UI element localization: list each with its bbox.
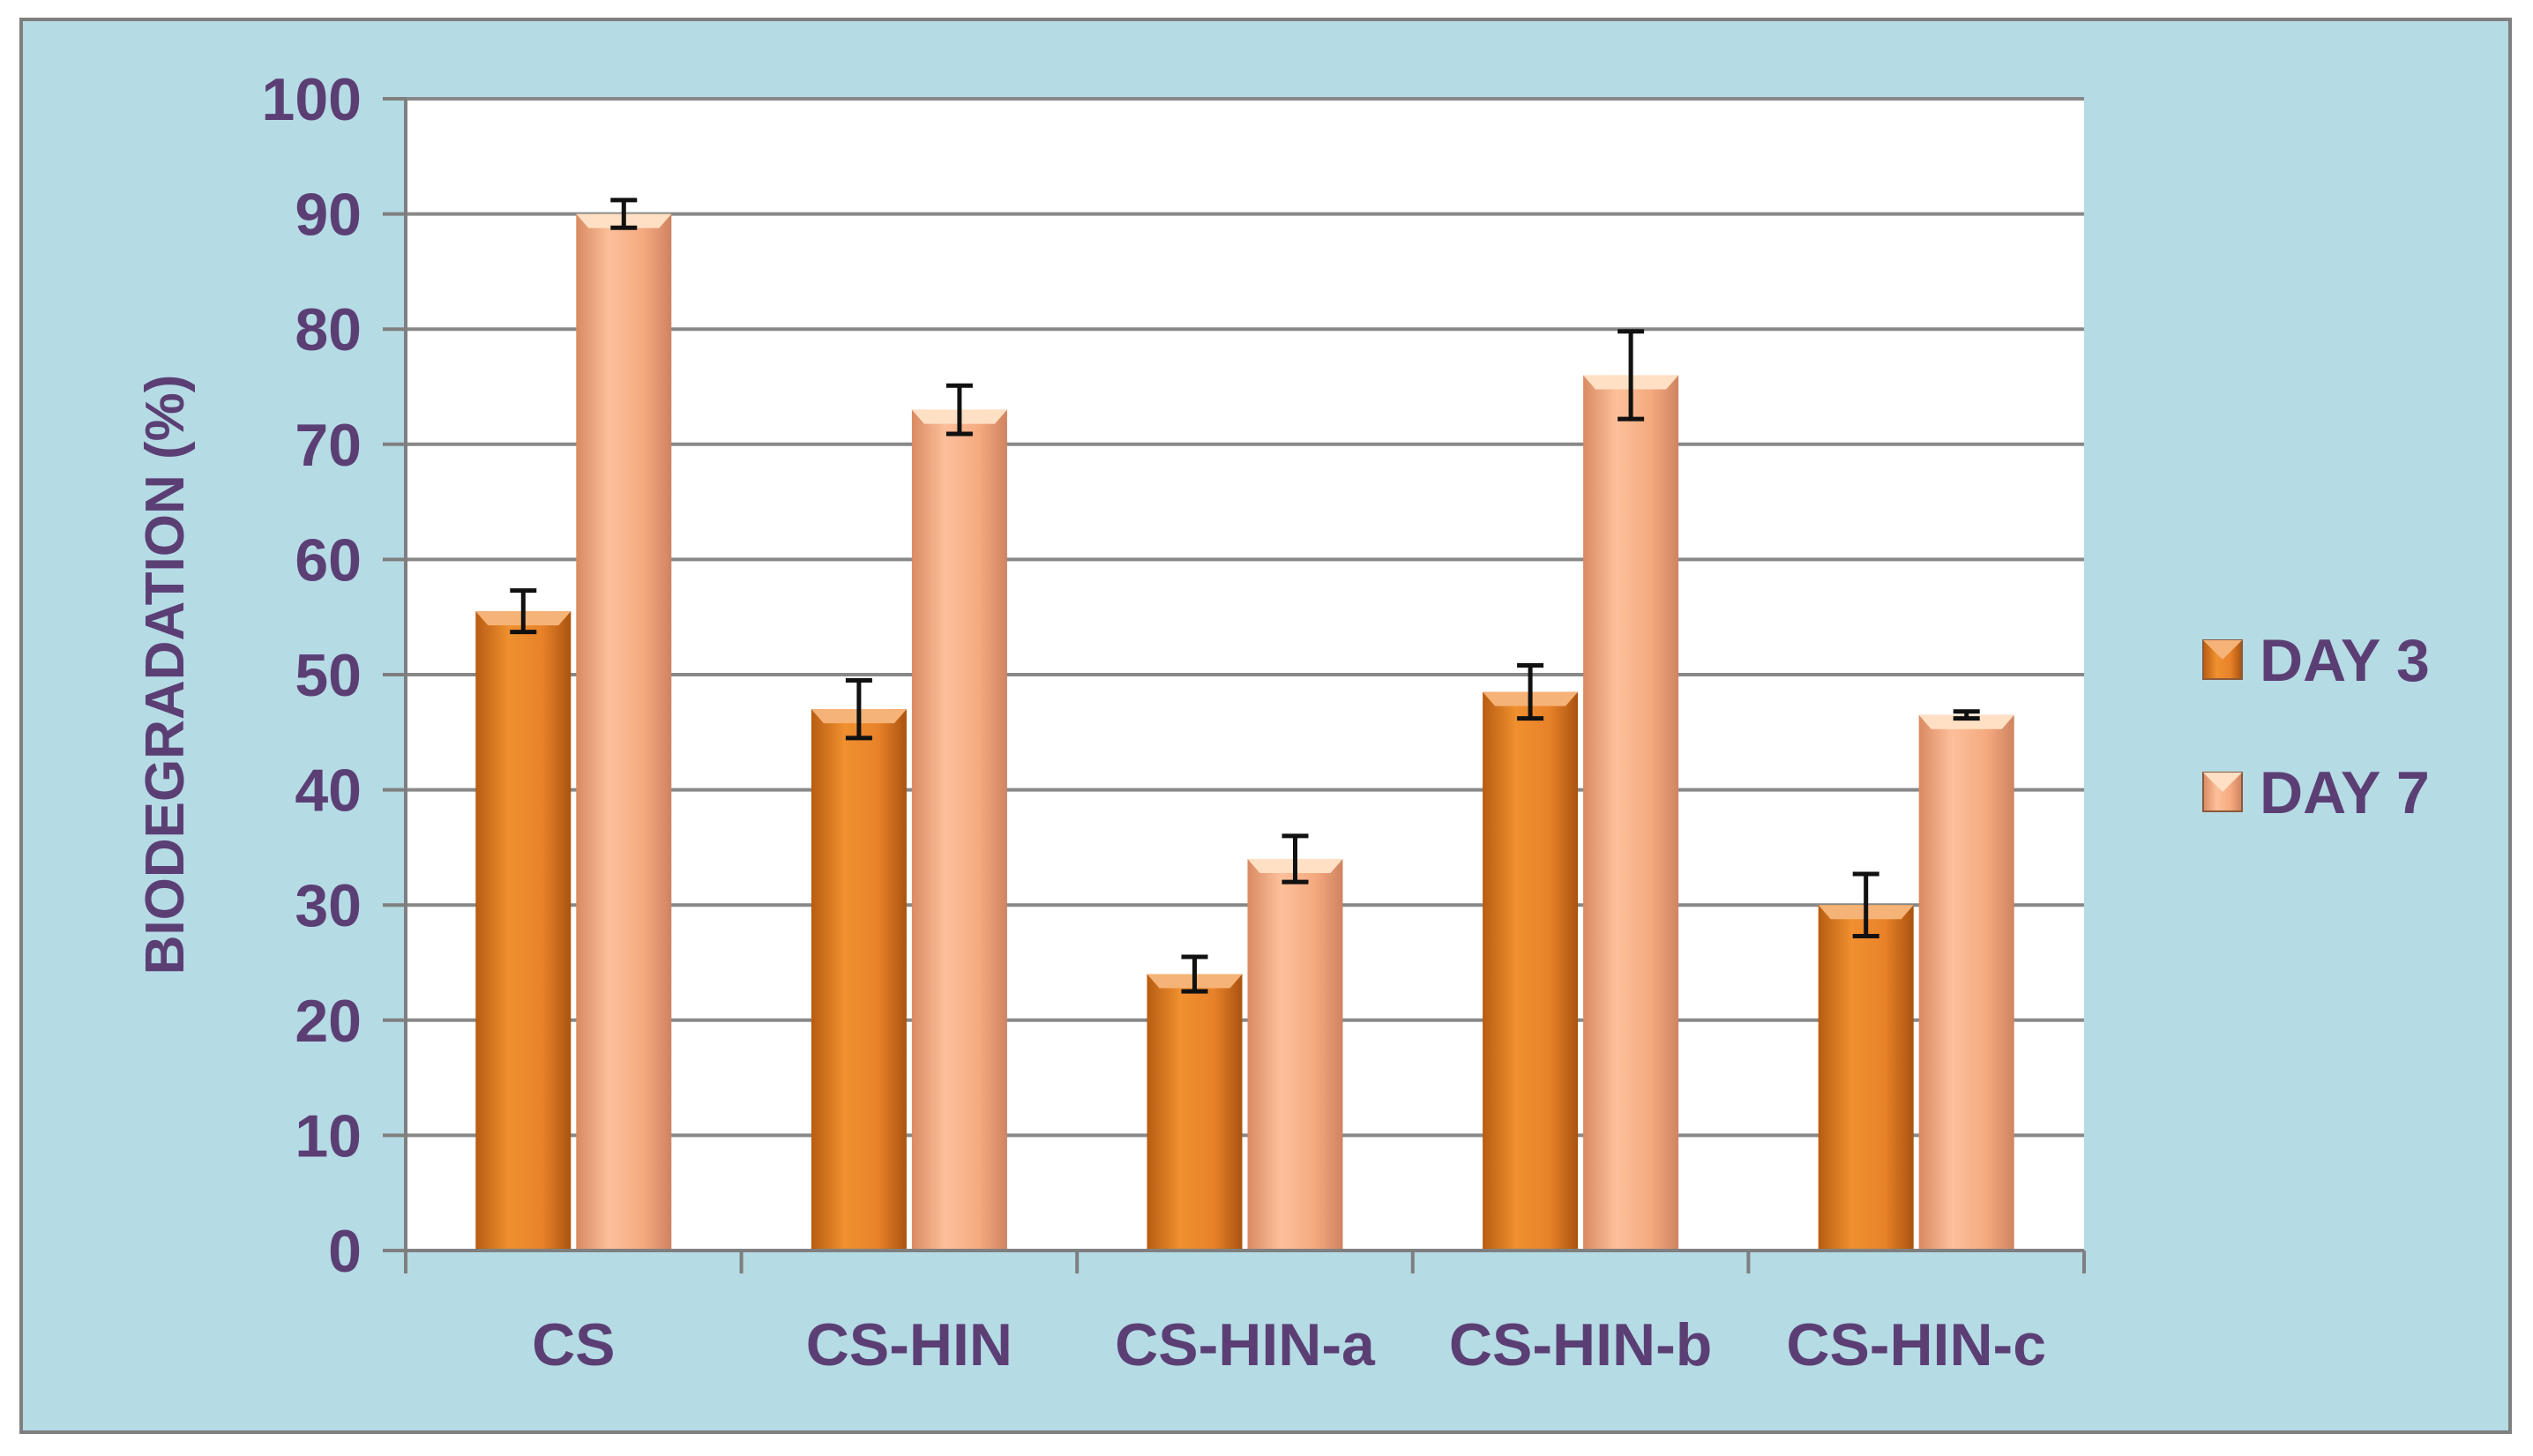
bar-cs-hin-c-day-7 (1918, 709, 2014, 1251)
legend: DAY 3 DAY 7 (2202, 627, 2430, 826)
bar-top-bevel (1918, 714, 2014, 729)
bar-cs-day-3 (475, 588, 572, 1251)
bar (811, 709, 907, 1251)
legend-swatch-bevel (2203, 640, 2242, 660)
legend-label: DAY 7 (2260, 759, 2430, 826)
y-tick-label: 60 (295, 526, 362, 594)
bar (1583, 375, 1679, 1251)
bar (1247, 858, 1343, 1251)
legend-label: DAY 3 (2260, 627, 2430, 694)
x-tick-label: CS-HIN (806, 1311, 1012, 1378)
legend-item-day-3: DAY 3 (2202, 627, 2430, 694)
bar (1147, 974, 1243, 1251)
bar-cs-day-7 (576, 198, 672, 1251)
bar-cs-hin-day-3 (811, 678, 907, 1251)
bar-cs-hin-a-day-7 (1247, 833, 1343, 1251)
bar (1918, 714, 2014, 1251)
y-tick-label: 90 (295, 182, 362, 249)
x-tick-labels: CS CS-HIN CS-HIN-a CS-HIN-b CS-HIN-c (532, 1311, 2046, 1378)
bar (911, 409, 1007, 1251)
legend-swatch-bevel (2203, 773, 2242, 792)
y-tick-label: 30 (295, 872, 362, 939)
bar-cs-hin-b-day-3 (1483, 663, 1579, 1251)
gridlines (406, 97, 2084, 1138)
bar (1818, 905, 1914, 1251)
y-tick-label: 100 (262, 66, 362, 133)
axes (383, 97, 2086, 1273)
y-tick-label: 80 (295, 296, 362, 363)
y-tick-label: 40 (295, 758, 362, 825)
y-tick-label: 70 (295, 412, 362, 479)
legend-item-day-7: DAY 7 (2202, 759, 2430, 826)
y-tick-label: 10 (295, 1102, 362, 1169)
bar-cs-hin-c-day-3 (1818, 871, 1914, 1251)
bar-cs-hin-b-day-7 (1583, 329, 1679, 1251)
bar-cs-hin-a-day-3 (1147, 954, 1243, 1251)
x-tick-label: CS (532, 1311, 615, 1378)
bar (1483, 691, 1579, 1251)
y-axis-label: BIODEGRADATION (%) (135, 375, 196, 975)
x-tick-label: CS-HIN-a (1115, 1311, 1376, 1378)
x-tick-label: CS-HIN-b (1449, 1311, 1712, 1378)
bar (576, 213, 672, 1251)
bars (475, 198, 2014, 1251)
bar-cs-hin-day-7 (911, 383, 1007, 1251)
y-tick-labels: 0 10 20 30 40 50 60 70 80 90 100 (262, 66, 362, 1285)
y-tick-label: 20 (295, 988, 362, 1055)
x-tick-label: CS-HIN-c (1786, 1311, 2046, 1378)
y-tick-label: 50 (295, 642, 362, 709)
bar (475, 611, 572, 1251)
y-tick-label: 0 (328, 1218, 362, 1285)
